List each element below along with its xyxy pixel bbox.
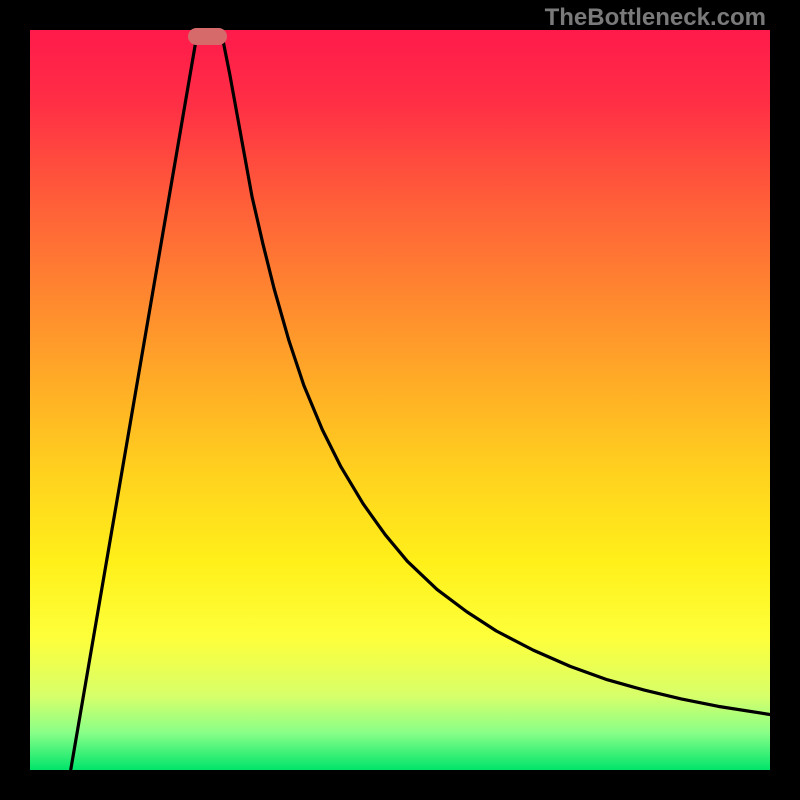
- bottleneck-chart: [30, 30, 770, 770]
- border-left: [0, 0, 30, 800]
- heat-gradient-bg: [30, 30, 770, 770]
- border-bottom: [0, 770, 800, 800]
- valley-marker: [188, 28, 226, 45]
- watermark: TheBottleneck.com: [545, 4, 766, 32]
- border-right: [770, 0, 800, 800]
